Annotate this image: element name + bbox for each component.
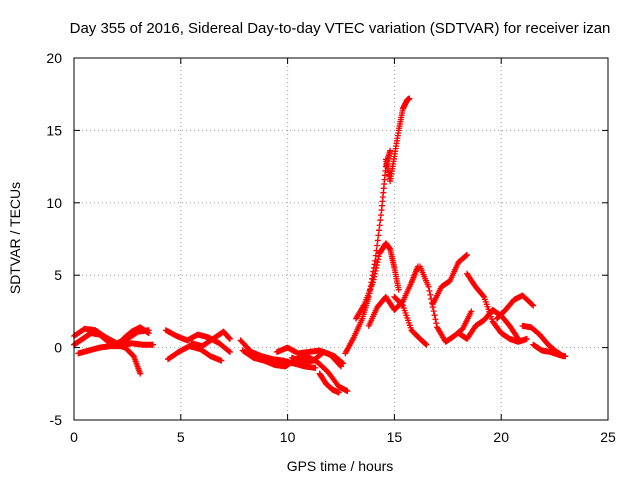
series-sat-g [188,328,233,350]
data-point [376,222,383,229]
data-point [387,147,394,154]
data-point [423,341,430,348]
series-sat-x [530,341,569,360]
data-point [376,227,383,234]
data-point [468,308,475,315]
data-point [145,330,152,337]
y-axis-label: SDTVAR / TECUs [7,182,23,294]
data-point [399,301,406,308]
y-tick-label: 20 [46,50,62,66]
data-point [464,251,471,258]
axis-ticks: 0 5 10 15 20 25 -5 0 5 10 15 20 [46,50,616,445]
x-tick-label: 20 [493,429,509,445]
data-point [374,237,381,244]
data-point [463,252,470,259]
data-point [226,335,233,342]
x-tick-label: 25 [600,429,616,445]
series-sat-i [239,347,351,395]
data-point [218,357,225,364]
series-sat-o [352,240,402,322]
data-markers [71,95,569,396]
data-point [427,291,434,298]
data-point [137,370,144,377]
series-sat-m [342,147,394,357]
data-point [375,232,382,239]
data-point [562,353,569,360]
series-sat-r [417,263,475,345]
y-tick-label: 0 [54,340,62,356]
data-point [426,287,433,294]
x-tick-label: 10 [280,429,296,445]
chart-title: Day 355 of 2016, Sidereal Day-to-day VTE… [70,20,611,37]
data-point [406,95,413,102]
y-tick-label: -5 [50,412,63,428]
data-point [339,359,346,366]
data-point [335,389,342,396]
series-sat-c [75,340,157,357]
data-point [433,320,440,327]
series-sat-q [391,293,430,348]
grid [74,58,608,420]
data-point [480,292,487,299]
data-point [529,301,536,308]
data-point [377,212,384,219]
data-point [226,348,233,355]
data-point [530,302,537,309]
data-point [377,217,384,224]
data-point [425,283,432,290]
x-tick-label: 15 [387,429,403,445]
data-point [344,388,351,395]
x-tick-label: 5 [177,429,185,445]
series-sat-k [288,348,347,367]
data-point [395,286,402,293]
data-point [374,242,381,249]
data-point [372,252,379,259]
x-axis-label: GPS time / hours [287,458,394,474]
series-sat-l [316,370,342,396]
y-tick-label: 15 [46,122,62,138]
y-tick-label: 10 [46,195,62,211]
data-point [430,308,437,315]
plot-frame [73,57,609,421]
data-point [523,335,530,342]
series-sat-v [493,292,537,322]
series-sat-n [382,95,413,185]
x-tick-label: 0 [70,429,78,445]
data-point [225,348,232,355]
data-point [432,316,439,323]
y-tick-label: 5 [54,267,62,283]
series-sat-d [120,324,152,342]
data-point [340,360,347,367]
series-sat-u [464,270,530,345]
data-point [150,341,157,348]
data-point [431,312,438,319]
series-sat-s [429,251,471,308]
data-point [312,364,319,371]
